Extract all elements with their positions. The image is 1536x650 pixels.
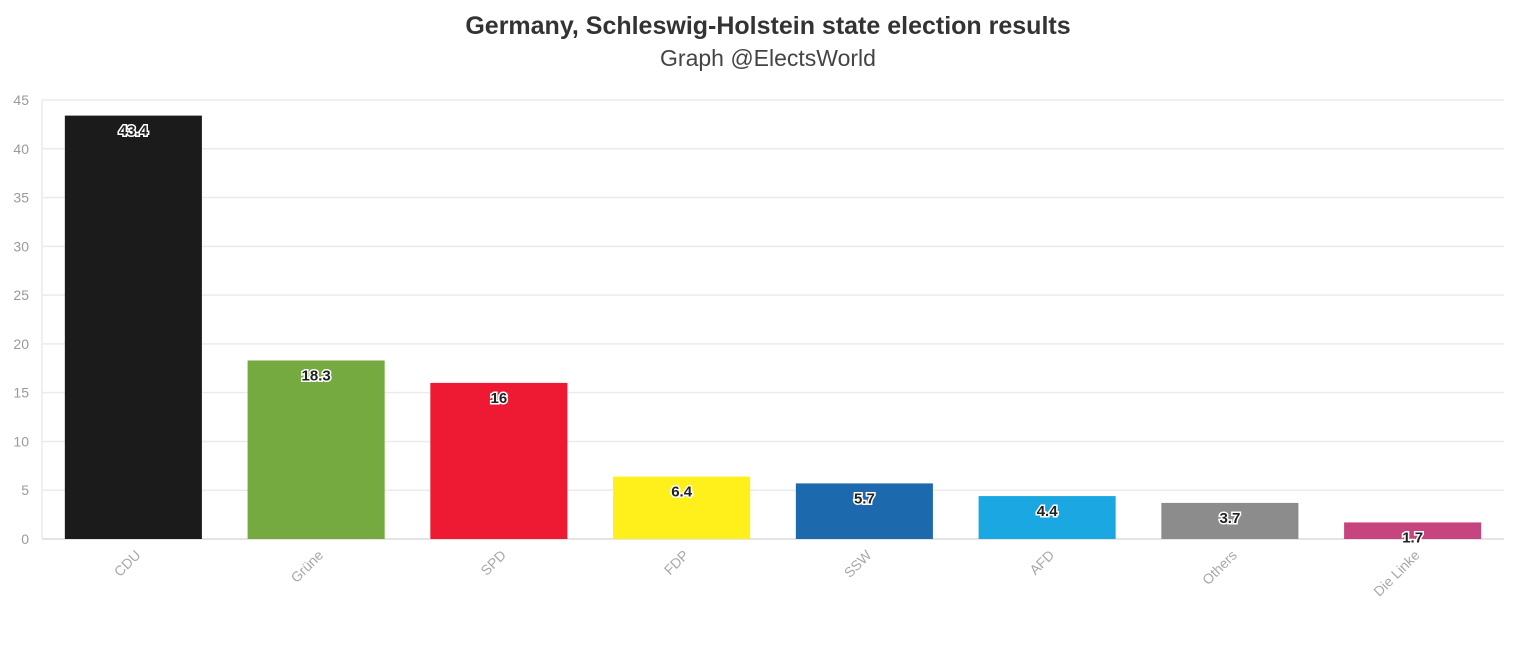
y-tick-label: 40 — [13, 141, 29, 157]
bar — [430, 382, 568, 539]
bar — [978, 496, 1116, 539]
chart-subtitle: Graph @ElectsWorld — [660, 45, 876, 71]
y-tick-label: 15 — [13, 385, 29, 401]
y-tick-label: 10 — [13, 433, 29, 449]
y-tick-label: 30 — [13, 238, 29, 254]
bar — [613, 476, 751, 539]
data-label: 43.4 — [119, 123, 149, 140]
x-tick-label: Grüne — [287, 547, 326, 586]
data-label: 16 — [491, 390, 508, 407]
y-tick-label: 25 — [13, 287, 29, 303]
x-tick-label: Others — [1199, 547, 1240, 588]
y-tick-label: 0 — [21, 531, 29, 547]
y-tick-label: 45 — [13, 92, 29, 108]
bar — [247, 360, 385, 539]
x-tick-label: SPD — [477, 547, 509, 579]
data-label: 5.7 — [854, 490, 875, 507]
data-label: 6.4 — [671, 484, 693, 501]
chart-title: Germany, Schleswig-Holstein state electi… — [465, 12, 1071, 40]
y-tick-label: 5 — [21, 482, 29, 498]
bar — [64, 115, 202, 539]
x-tick-label: AFD — [1026, 547, 1057, 578]
bar — [795, 483, 933, 539]
y-tick-label: 35 — [13, 190, 29, 206]
bar — [1161, 502, 1299, 539]
data-label: 1.7 — [1402, 529, 1423, 546]
y-tick-label: 20 — [13, 336, 29, 352]
data-label: 18.3 — [302, 367, 331, 384]
x-tick-label: FDP — [661, 547, 692, 578]
x-tick-label: SSW — [841, 546, 875, 580]
x-tick-label: CDU — [111, 547, 144, 580]
data-label: 3.7 — [1219, 510, 1240, 527]
x-tick-label: Die Linke — [1370, 547, 1423, 600]
bar — [1344, 522, 1482, 539]
data-label: 4.4 — [1037, 503, 1059, 520]
